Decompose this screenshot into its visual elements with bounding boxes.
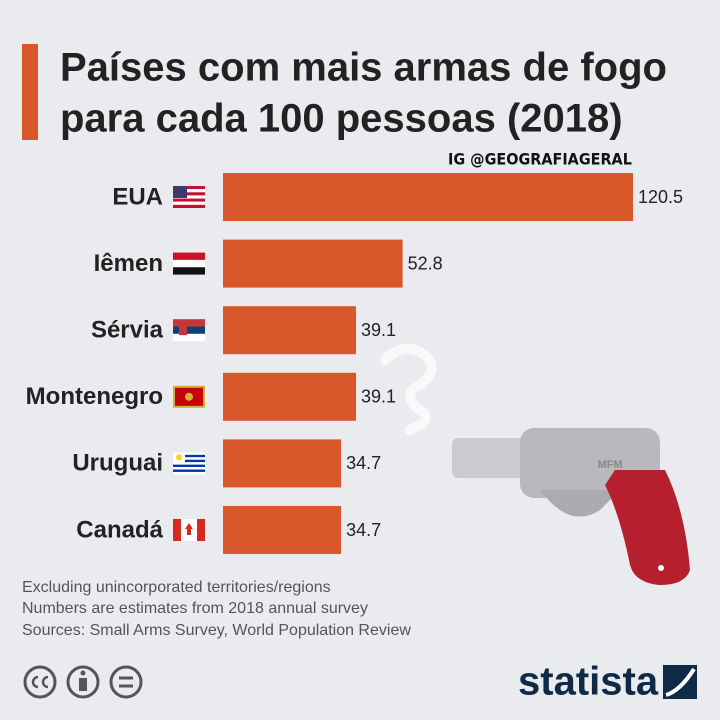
category-label: Iêmen [94, 250, 163, 277]
chart-title: Países com mais armas de fogo [60, 46, 667, 90]
flag-part [173, 192, 205, 196]
flag-part [173, 454, 205, 458]
note: Numbers are estimates from 2018 annual s… [22, 600, 368, 617]
note: Sources: Small Arms Survey, World Popula… [22, 622, 411, 639]
flag-part [173, 459, 205, 463]
flag-part [173, 464, 205, 468]
flag-part [185, 392, 193, 401]
flag-part [173, 259, 205, 268]
flag-part [173, 467, 205, 470]
flag [173, 186, 205, 208]
brand-icon-mark [665, 667, 696, 697]
category-label: Uruguai [72, 450, 163, 477]
flag-part [173, 519, 181, 541]
bar [223, 506, 342, 554]
flag-part [173, 326, 205, 334]
flag [173, 319, 205, 342]
flags [173, 186, 205, 541]
flag-part [197, 519, 205, 541]
flag-part [173, 319, 205, 327]
flag-part [179, 323, 187, 336]
flag-part [173, 333, 205, 342]
flag [173, 385, 205, 408]
grip-screw [658, 565, 664, 571]
value-label: 34.7 [346, 520, 381, 540]
flag-part [173, 471, 205, 475]
flag-part [173, 198, 205, 202]
flag [173, 519, 205, 541]
bar [223, 372, 357, 421]
flag-part [173, 267, 205, 275]
license-icons [23, 665, 143, 699]
flag-part [173, 469, 205, 472]
value-label: 39.1 [361, 320, 396, 340]
value-label: 34.7 [346, 453, 381, 473]
category-label: EUA [112, 183, 163, 210]
flag-part [173, 457, 205, 460]
category-label: Canadá [76, 516, 163, 543]
title-accent [22, 44, 38, 140]
chart-title: para cada 100 pessoas (2018) [60, 97, 623, 141]
value-label: 52.8 [408, 253, 443, 273]
flag-part [173, 186, 205, 190]
category-label: Sérvia [91, 317, 164, 344]
flag-part [173, 186, 187, 198]
bar [223, 239, 403, 288]
category-label: Montenegro [26, 383, 163, 410]
bar [223, 439, 342, 488]
flag-part [173, 252, 205, 260]
value-label: 39.1 [361, 387, 396, 407]
illustration: MFM [380, 343, 690, 585]
illustration-text: MFM [597, 459, 622, 471]
flag [173, 452, 205, 475]
barrel [452, 438, 542, 478]
trigger-guard [540, 490, 620, 517]
smoke [380, 343, 437, 435]
flag-part [173, 195, 205, 199]
grip [605, 470, 690, 585]
flag-part [173, 204, 205, 208]
flag [173, 252, 205, 275]
note: Excluding unincorporated territories/reg… [22, 579, 331, 596]
flag-part [176, 454, 182, 461]
watermark: IG @GEOGRAFIAGERAL [448, 150, 632, 169]
brand: statista [518, 660, 659, 704]
flag-part [185, 523, 193, 535]
bar [223, 173, 633, 221]
flag-part [173, 452, 205, 455]
flag-part [173, 189, 205, 193]
value-label: 120.5 [638, 187, 683, 207]
flag-part [173, 462, 205, 465]
flag-part [173, 201, 205, 205]
bar [223, 306, 357, 355]
